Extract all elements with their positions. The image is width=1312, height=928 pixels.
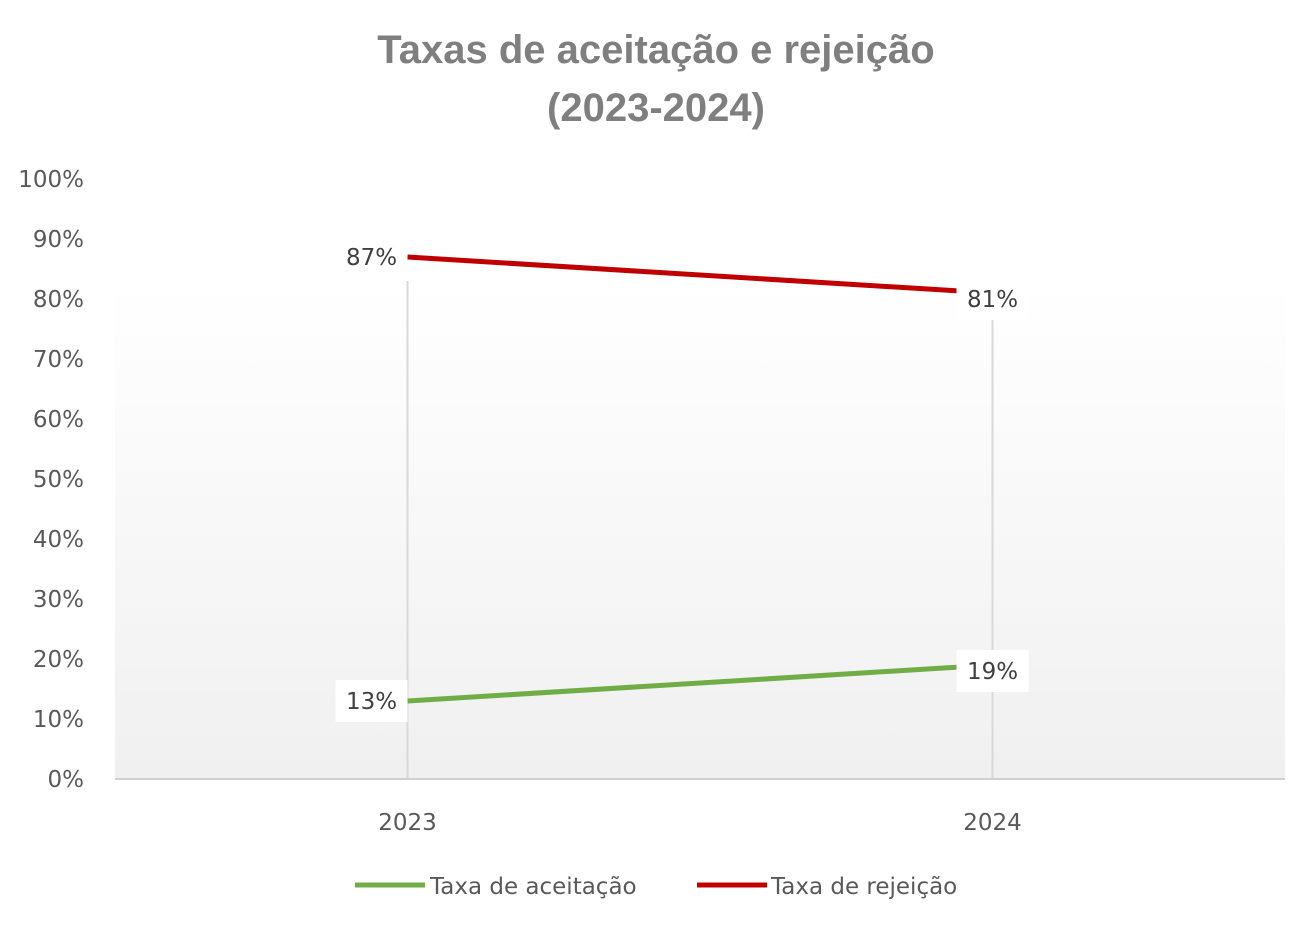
legend-label: Taxa de aceitação: [429, 874, 637, 900]
y-tick-label: 100%: [18, 167, 84, 193]
y-tick-label: 50%: [33, 467, 84, 493]
y-tick-label: 80%: [33, 287, 84, 313]
y-tick-label: 10%: [33, 707, 84, 733]
chart-subtitle: (2023-2024): [547, 86, 765, 130]
data-label: 19%: [967, 659, 1018, 685]
y-tick-label: 70%: [33, 347, 84, 373]
series-line-1: [407, 254, 993, 296]
data-label-box: [956, 278, 1029, 320]
series-line-0: [407, 662, 993, 704]
legend-label: Taxa de rejeição: [770, 874, 957, 900]
y-tick-label: 90%: [33, 227, 84, 253]
x-tick-label: 2024: [963, 810, 1022, 836]
y-tick-label: 60%: [33, 407, 84, 433]
y-tick-label: 20%: [33, 647, 84, 673]
y-tick-label: 0%: [48, 767, 85, 793]
data-label: 13%: [346, 689, 397, 715]
data-label-box: [335, 236, 408, 278]
data-label: 81%: [967, 287, 1018, 313]
plot-area: [115, 285, 1285, 779]
chart-title: Taxas de aceitação e rejeição: [377, 28, 935, 72]
data-label-box: [335, 680, 408, 722]
y-tick-label: 40%: [33, 527, 84, 553]
data-label-box: [956, 650, 1029, 692]
data-label: 87%: [346, 245, 397, 271]
x-tick-label: 2023: [378, 810, 437, 836]
y-tick-label: 30%: [33, 587, 84, 613]
